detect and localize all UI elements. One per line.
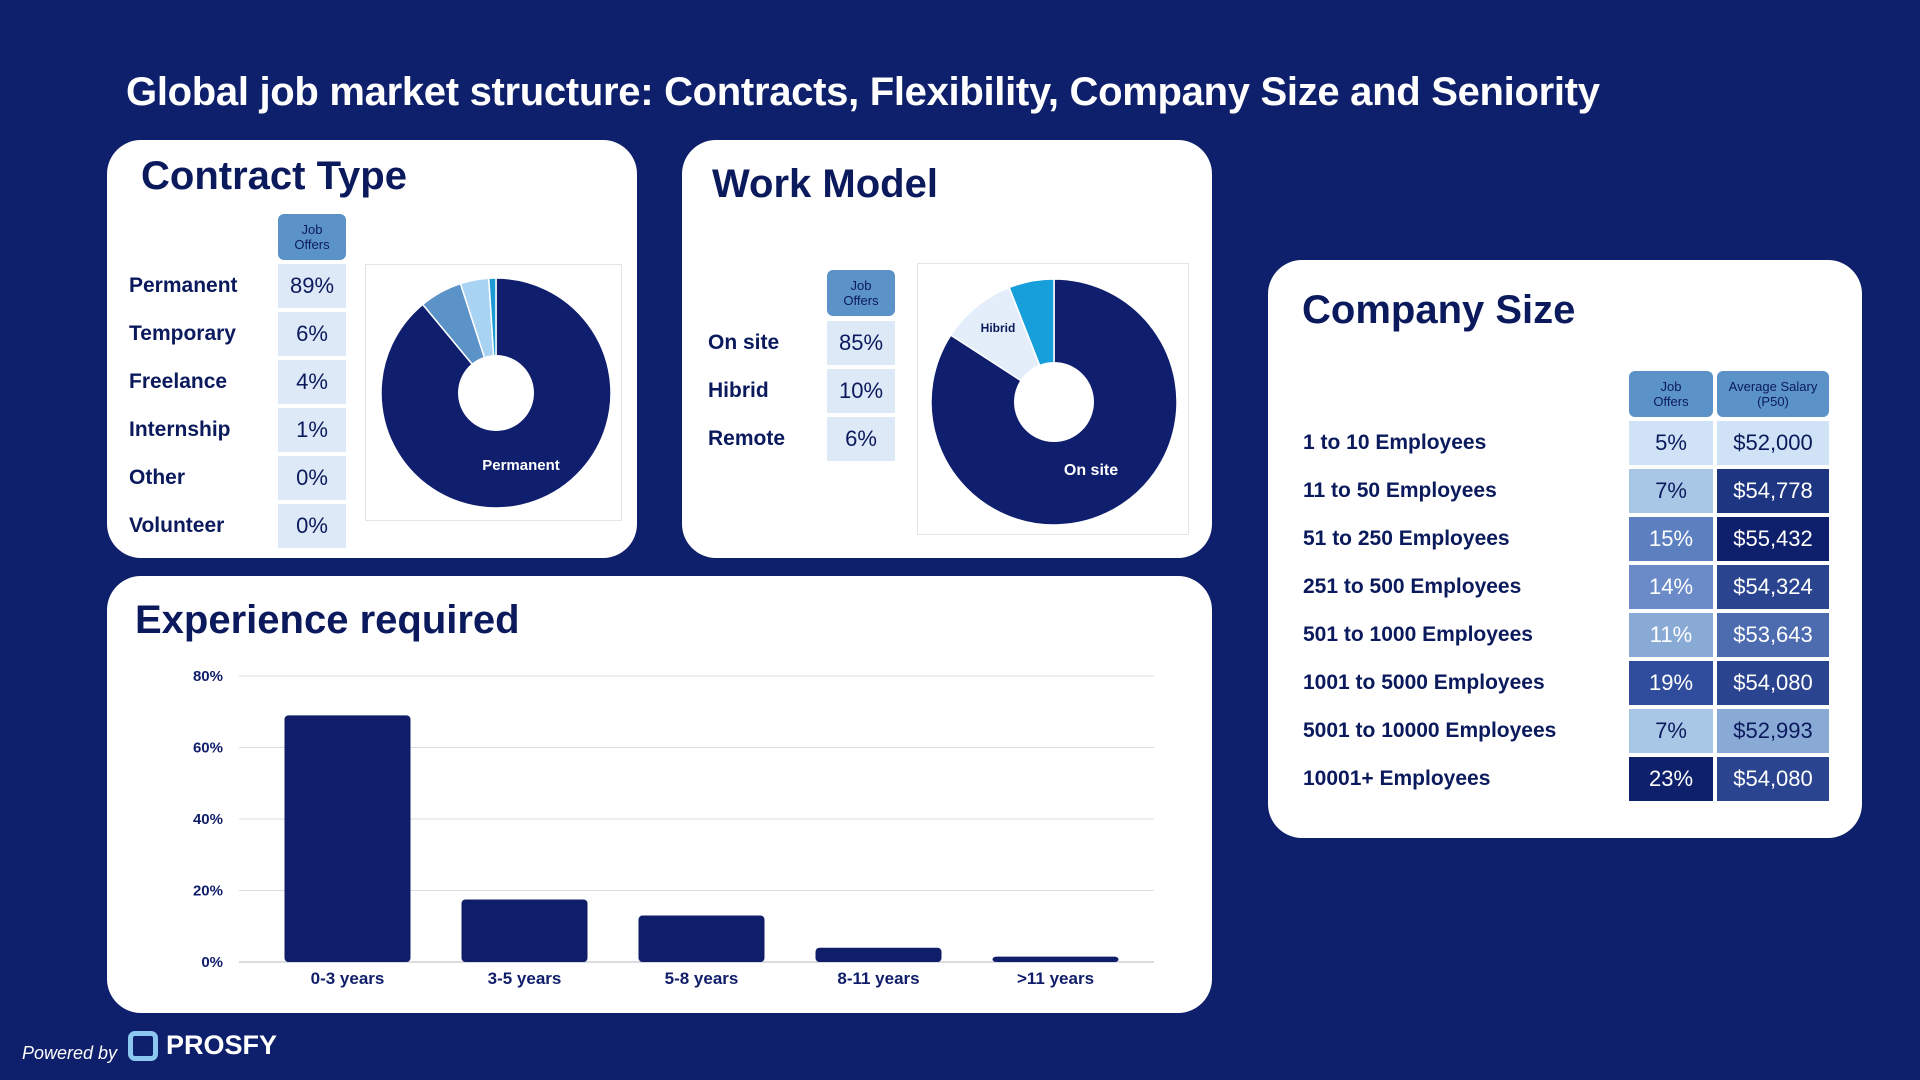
prosfy-logo-icon [128, 1030, 158, 1061]
company-offers-cell: 15% [1629, 517, 1713, 561]
company-offers-cell: 7% [1629, 709, 1713, 753]
work-value-cell: 10% [827, 369, 895, 413]
company-offers-cell: 7% [1629, 469, 1713, 513]
company-salary-cell: $54,080 [1717, 661, 1829, 705]
work-row-label: Remote [708, 427, 786, 450]
page-title: Global job market structure: Contracts, … [126, 70, 1600, 114]
company-salary-cell: $53,643 [1717, 613, 1829, 657]
powered-by-text: Powered by [22, 1043, 118, 1063]
y-tick-label: 60% [193, 740, 223, 757]
work-header-job-offers: Job Offers [827, 270, 895, 316]
contract-value-cell: 0% [278, 456, 346, 500]
contract-row-label: Other [129, 466, 186, 489]
bar-5-8-years [638, 915, 765, 962]
y-tick-label: 40% [193, 811, 223, 828]
company-row-label: 11 to 50 Employees [1303, 479, 1497, 502]
prosfy-brand-name: PROSFY [166, 1030, 278, 1060]
work-pie-label-hibrid: Hibrid [981, 321, 1016, 335]
contract-value-cell: 0% [278, 504, 346, 548]
contract-pie-frame: Permanent [365, 264, 622, 521]
work-pie-frame: On site Hibrid [917, 263, 1189, 535]
x-tick-label: >11 years [1017, 969, 1094, 988]
work-model-card: Work Model Job Offers On site 85% Hibrid 10… [682, 140, 1212, 558]
donut-hole [458, 355, 534, 431]
contract-value-cell: 1% [278, 408, 346, 452]
experience-bar-chart: 0% 20% 40% 60% 80% 0-3 years 3-5 years 5-8 year… [193, 668, 1154, 988]
contract-value-cell: 6% [278, 312, 346, 356]
bar--11-years [992, 956, 1119, 962]
company-row-label: 10001+ Employees [1303, 767, 1491, 790]
company-header-job-offers: Job Offers [1629, 371, 1713, 417]
work-row-label: Hibrid [708, 379, 769, 402]
contract-header-job-offers: Job Offers [278, 214, 346, 260]
bar-0-3-years [284, 715, 411, 962]
x-tick-label: 5-8 years [665, 969, 739, 988]
contract-row-label: Volunteer [129, 514, 225, 537]
work-value-cell: 6% [827, 417, 895, 461]
company-salary-cell: $55,432 [1717, 517, 1829, 561]
company-row-label: 51 to 250 Employees [1303, 527, 1510, 550]
company-salary-cell: $52,000 [1717, 421, 1829, 465]
company-offers-cell: 11% [1629, 613, 1713, 657]
company-salary-cell: $54,080 [1717, 757, 1829, 801]
contract-type-card: Contract Type Job Offers Permanent 89% Tem… [107, 140, 637, 558]
contract-type-title: Contract Type [141, 154, 407, 198]
contract-row-label: Internship [129, 418, 231, 441]
x-tick-label: 0-3 years [311, 969, 385, 988]
x-tick-label: 3-5 years [488, 969, 562, 988]
company-row-label: 1 to 10 Employees [1303, 431, 1487, 454]
contract-value-cell: 4% [278, 360, 346, 404]
company-size-card: Company Size Job Offers Average Salary (… [1268, 260, 1862, 838]
company-offers-cell: 14% [1629, 565, 1713, 609]
company-header-average-salary: Average Salary (P50) [1717, 371, 1829, 417]
company-row-label: 251 to 500 Employees [1303, 575, 1522, 598]
company-offers-cell: 23% [1629, 757, 1713, 801]
company-salary-cell: $54,778 [1717, 469, 1829, 513]
contract-value-cell: 89% [278, 264, 346, 308]
y-tick-label: 20% [193, 883, 223, 900]
work-value-cell: 85% [827, 321, 895, 365]
contract-type-donut-chart: Permanent [380, 277, 612, 509]
work-model-title: Work Model [712, 162, 938, 206]
contract-row-label: Temporary [129, 322, 236, 345]
y-tick-label: 0% [201, 954, 223, 971]
contract-row-label: Permanent [129, 274, 238, 297]
company-row-label: 1001 to 5000 Employees [1303, 671, 1545, 694]
contract-pie-label-permanent: Permanent [482, 457, 560, 474]
work-model-donut-chart: On site Hibrid [930, 278, 1178, 526]
work-row-label: On site [708, 331, 780, 354]
donut-hole [1014, 362, 1094, 442]
bar-3-5-years [461, 899, 588, 962]
company-row-label: 5001 to 10000 Employees [1303, 719, 1557, 742]
company-salary-cell: $54,324 [1717, 565, 1829, 609]
company-size-title: Company Size [1302, 288, 1576, 332]
company-offers-cell: 19% [1629, 661, 1713, 705]
company-offers-cell: 5% [1629, 421, 1713, 465]
bar-8-11-years [815, 947, 942, 962]
work-pie-label-on-site: On site [1064, 462, 1118, 479]
experience-card: Experience required 0% 20% 40% 60% 80% 0-3 ye… [107, 576, 1212, 1013]
company-salary-cell: $52,993 [1717, 709, 1829, 753]
company-row-label: 501 to 1000 Employees [1303, 623, 1533, 646]
contract-row-label: Freelance [129, 370, 228, 393]
x-tick-label: 8-11 years [837, 969, 919, 988]
y-tick-label: 80% [193, 668, 223, 685]
prosfy-logo: PROSFY [128, 1030, 277, 1061]
experience-title: Experience required [135, 598, 520, 642]
